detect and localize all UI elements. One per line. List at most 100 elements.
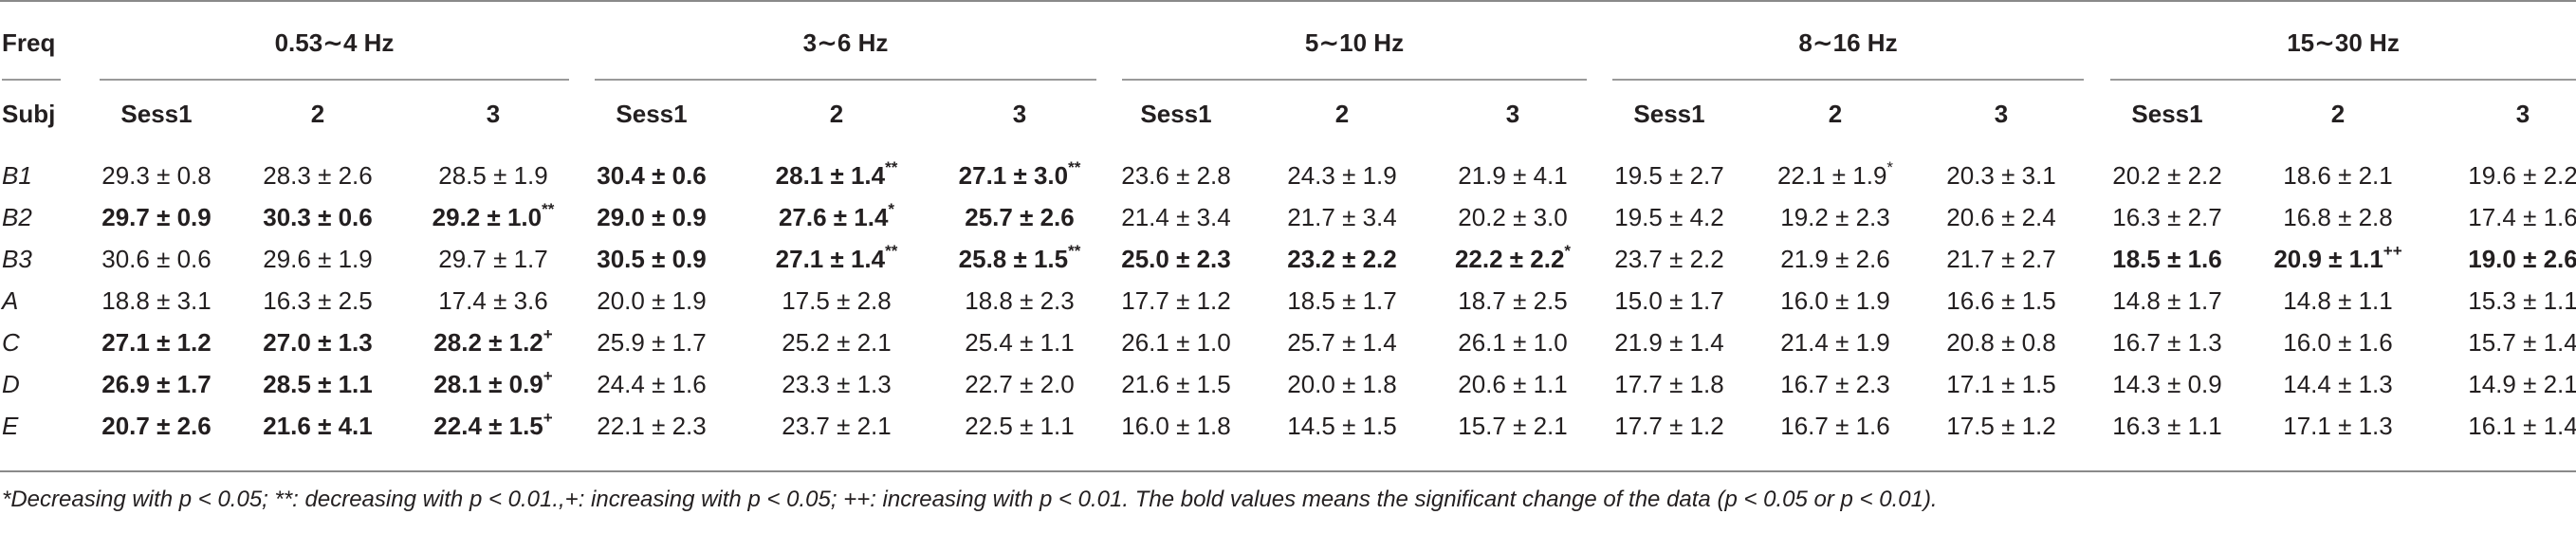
significance-marker: **	[1068, 158, 1081, 177]
table-cell: 14.9 ± 2.1	[2468, 370, 2576, 398]
cell-value: 17.7 ± 1.8	[1614, 370, 1724, 398]
table-cell: 14.5 ± 1.5	[1287, 412, 1396, 440]
table-cell: 21.7 ± 3.4	[1287, 203, 1396, 231]
cell-value: 17.5 ± 1.2	[1946, 412, 2056, 440]
table-cell: 28.5 ± 1.9	[438, 161, 547, 190]
cell-value: 17.1 ± 1.5	[1946, 370, 2056, 398]
cell-value: 23.7 ± 2.2	[1614, 245, 1724, 273]
cell-value: 15.0 ± 1.7	[1614, 286, 1724, 315]
cell-value: 18.5 ± 1.7	[1287, 286, 1397, 315]
freq-group-header: 3∼6 Hz	[802, 28, 889, 57]
table-cell: 28.5 ± 1.1	[263, 370, 372, 398]
cell-value: 14.3 ± 0.9	[2112, 370, 2222, 398]
cell-value: 21.4 ± 3.4	[1121, 203, 1231, 231]
table-cell: 20.2 ± 2.2	[2112, 161, 2221, 190]
cell-value: 21.7 ± 2.7	[1946, 245, 2056, 273]
group-underline	[1122, 79, 1587, 81]
cell-value: 18.8 ± 3.1	[101, 286, 212, 315]
cell-value: 20.6 ± 2.4	[1946, 203, 2056, 231]
cell-value: 15.7 ± 1.4	[2468, 328, 2576, 357]
cell-value: 25.4 ± 1.1	[965, 328, 1075, 357]
significance-marker: +	[543, 367, 553, 386]
significance-marker: +	[543, 409, 553, 428]
table-cell: 20.9 ± 1.1++	[2273, 242, 2402, 273]
table-cell: 29.0 ± 0.9	[597, 203, 706, 231]
cell-value: 29.7 ± 1.7	[438, 245, 548, 273]
subject-label: A	[2, 286, 19, 315]
significance-marker: ++	[2383, 242, 2402, 261]
table-cell: 16.3 ± 2.7	[2112, 203, 2221, 231]
cell-value: 27.1 ± 1.4	[775, 245, 886, 273]
table-cell: 24.4 ± 1.6	[597, 370, 706, 398]
cell-value: 28.1 ± 1.4	[775, 161, 886, 190]
table-cell: 20.6 ± 1.1	[1458, 370, 1567, 398]
table-cell: 25.9 ± 1.7	[597, 328, 706, 357]
table-cell: 14.8 ± 1.7	[2112, 286, 2221, 315]
table-cell: 15.3 ± 1.1	[2468, 286, 2576, 315]
cell-value: 25.2 ± 2.1	[782, 328, 892, 357]
cell-value: 17.5 ± 2.8	[782, 286, 892, 315]
cell-value: 16.7 ± 1.6	[1780, 412, 1890, 440]
table-cell: 16.3 ± 1.1	[2112, 412, 2221, 440]
table-cell: 17.7 ± 1.2	[1121, 286, 1230, 315]
cell-value: 29.0 ± 0.9	[597, 203, 707, 231]
table-cell: 21.9 ± 2.6	[1780, 245, 1889, 273]
table-cell: 26.1 ± 1.0	[1121, 328, 1230, 357]
group-underline	[1612, 79, 2084, 81]
table-cell: 17.4 ± 1.6	[2468, 203, 2576, 231]
significance-marker: +	[543, 325, 553, 344]
cell-value: 30.5 ± 0.9	[597, 245, 707, 273]
cell-value: 15.7 ± 2.1	[1458, 412, 1568, 440]
table-cell: 16.0 ± 1.8	[1121, 412, 1230, 440]
cell-value: 17.4 ± 1.6	[2468, 203, 2576, 231]
session-header: 2	[310, 100, 325, 128]
table-cell: 15.0 ± 1.7	[1614, 286, 1723, 315]
cell-value: 16.0 ± 1.9	[1780, 286, 1890, 315]
table-cell: 30.6 ± 0.6	[101, 245, 211, 273]
cell-value: 27.6 ± 1.4	[778, 203, 889, 231]
session-header: 3	[486, 100, 501, 128]
cell-value: 22.1 ± 1.9	[1776, 161, 1887, 190]
table-cell: 15.7 ± 1.4	[2468, 328, 2576, 357]
session-header: 3	[1994, 100, 2009, 128]
table-cell: 17.1 ± 1.5	[1946, 370, 2055, 398]
subject-label: B1	[2, 161, 32, 190]
cell-value: 28.3 ± 2.6	[263, 161, 373, 190]
table-cell: 25.4 ± 1.1	[965, 328, 1074, 357]
cell-value: 25.7 ± 2.6	[965, 203, 1075, 231]
freq-group-header: 5∼10 Hz	[1304, 28, 1405, 57]
cell-value: 22.5 ± 1.1	[965, 412, 1075, 440]
cell-value: 20.9 ± 1.1	[2273, 245, 2383, 273]
table-cell: 25.0 ± 2.3	[1121, 245, 1230, 273]
cell-value: 20.3 ± 3.1	[1946, 161, 2056, 190]
session-header: 3	[1012, 100, 1027, 128]
cell-value: 23.6 ± 2.8	[1121, 161, 1231, 190]
session-header: 2	[1334, 100, 1350, 128]
table-cell: 16.7 ± 1.6	[1780, 412, 1889, 440]
table-cell: 15.7 ± 2.1	[1458, 412, 1567, 440]
table-cell: 22.1 ± 2.3	[597, 412, 706, 440]
cell-value: 18.5 ± 1.6	[2112, 245, 2222, 273]
cell-value: 16.3 ± 2.7	[2112, 203, 2222, 231]
cell-value: 28.5 ± 1.1	[263, 370, 373, 398]
table-cell: 22.1 ± 1.9*	[1776, 159, 1893, 190]
table-cell: 22.7 ± 2.0	[965, 370, 1074, 398]
session-header: Sess1	[120, 100, 193, 128]
cell-value: 27.1 ± 1.2	[101, 328, 212, 357]
table-cell: 16.0 ± 1.9	[1780, 286, 1889, 315]
cell-value: 29.6 ± 1.9	[263, 245, 373, 273]
table-cell: 20.3 ± 3.1	[1946, 161, 2055, 190]
cell-value: 25.0 ± 2.3	[1121, 245, 1231, 273]
table-cell: 21.4 ± 3.4	[1121, 203, 1230, 231]
cell-value: 21.6 ± 1.5	[1121, 370, 1231, 398]
table-cell: 17.1 ± 1.3	[2283, 412, 2392, 440]
cell-value: 16.7 ± 2.3	[1780, 370, 1890, 398]
session-header: 3	[1505, 100, 1520, 128]
table-cell: 17.5 ± 2.8	[782, 286, 891, 315]
table-cell: 30.5 ± 0.9	[597, 245, 706, 273]
table-cell: 25.2 ± 2.1	[782, 328, 891, 357]
cell-value: 20.2 ± 3.0	[1458, 203, 1568, 231]
table-cell: 22.5 ± 1.1	[965, 412, 1074, 440]
table-bottom-rule	[0, 470, 2576, 472]
cell-value: 21.9 ± 1.4	[1614, 328, 1724, 357]
